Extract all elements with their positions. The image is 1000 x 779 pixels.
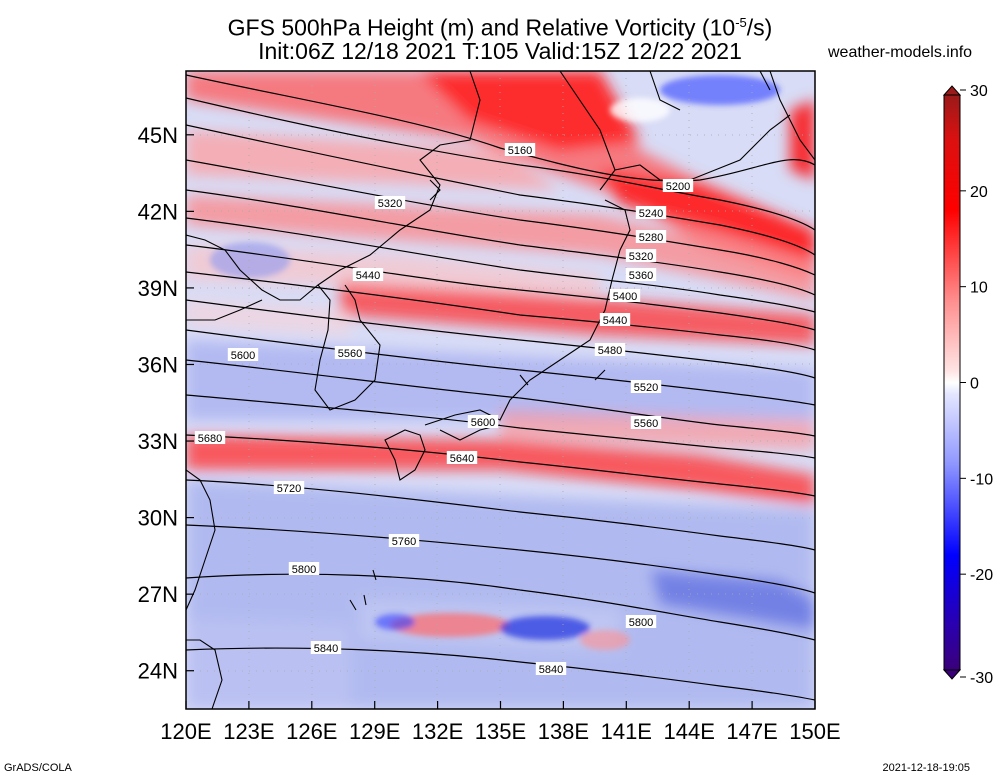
lat-tick-label: 27N [138,582,178,607]
contour-label: 5200 [666,181,690,193]
contour-label-bg [334,346,366,359]
contour-label: 5840 [539,664,563,676]
footer-software: GrADS/COLA [4,762,72,774]
contour-label-bg [504,143,536,156]
contour-label-bg [535,662,567,675]
contour-label: 5400 [613,291,637,303]
contour-label-bg [227,348,259,361]
lon-tick-label: 126E [286,719,337,744]
contour-label: 5840 [314,643,338,655]
lon-tick-label: 123E [223,719,274,744]
lat-tick-label: 39N [138,276,178,301]
contour-label-bg [352,268,384,281]
contour-label: 5760 [392,536,416,548]
contour-label-bg [625,249,657,262]
contour-label: 5600 [231,350,255,362]
colorbar-label: -20 [970,567,993,584]
contour-label: 5360 [629,270,653,282]
contour-label: 5800 [629,617,653,629]
contour-label-bg [288,562,320,575]
contour-label-bg [635,230,667,243]
lon-tick-label: 147E [726,719,777,744]
contour-label-bg [630,416,662,429]
contour-label-bg [273,481,305,494]
contour-label: 5440 [603,315,627,327]
contour-label-bg [467,415,499,428]
contour-label: 5600 [471,417,495,429]
contour-label-bg [594,343,626,356]
contour-label: 5520 [634,382,658,394]
lat-tick-label: 42N [138,199,178,224]
contour-label: 5640 [450,453,474,465]
contour-label-bg [662,179,694,192]
chart-title-line1: GFS 500hPa Height (m) and Relative Vorti… [227,14,773,41]
colorbar-label: -10 [970,471,993,488]
contour-label-bg [630,380,662,393]
colorbar-label: 20 [970,184,988,201]
lat-tick-label: 30N [138,506,178,531]
contour-label-bg [194,431,226,444]
contour-label-bg [388,534,420,547]
contour-label: 5800 [292,564,316,576]
colorbar-label: 0 [970,376,979,393]
contour-label-bg [625,268,657,281]
contour-label: 5480 [598,345,622,357]
site-credit: weather-models.info [828,44,973,61]
footer-timestamp: 2021-12-18-19:05 [882,762,970,774]
chart-title-line2: Init:06Z 12/18 2021 T:105 Valid:15Z 12/2… [258,38,742,64]
lon-tick-label: 144E [664,719,715,744]
contour-label-bg [310,641,342,654]
contour-label-bg [609,289,641,302]
contour-label: 5320 [629,251,653,263]
contour-label-bg [625,615,657,628]
lon-tick-label: 138E [538,719,589,744]
lon-tick-label: 141E [601,719,652,744]
latitude-axis: 45N 42N 39N 36N 33N 30N 27N 24N [138,123,194,684]
contour-label: 5440 [356,270,380,282]
contour-label: 5280 [639,232,663,244]
contour-label: 5320 [378,198,402,210]
lon-tick-label: 132E [412,719,463,744]
contour-labels: 5160 5200 5240 5280 5320 5360 5400 5440 5480 5520… [194,143,694,676]
contour-label: 5560 [338,348,362,360]
contour-label-bg [635,206,667,219]
lat-tick-label: 33N [138,429,178,454]
contour-label: 5560 [634,418,658,430]
colorbar-label: 30 [970,83,988,100]
contour-label: 5680 [198,433,222,445]
contour-label-bg [446,451,478,464]
vorticity-field [186,71,815,709]
colorbar: 30 20 10 0 -10 -20 -30 [942,83,993,687]
contour-label-bg [599,313,631,326]
lon-tick-label: 129E [349,719,400,744]
contour-label: 5160 [508,145,532,157]
lat-tick-label: 24N [138,659,178,684]
lat-tick-label: 45N [138,123,178,148]
contour-label: 5720 [277,483,301,495]
longitude-axis: 120E 123E 126E 129E 132E 135E 138E 141E 144E 147E… [160,701,841,744]
lat-tick-label: 36N [138,352,178,377]
lon-tick-label: 135E [475,719,526,744]
contour-label-bg [374,196,406,209]
colorbar-label: -30 [970,670,993,687]
colorbar-label: 10 [970,280,988,297]
contour-label: 5240 [639,208,663,220]
lon-tick-label: 120E [160,719,211,744]
lon-tick-label: 150E [789,719,840,744]
